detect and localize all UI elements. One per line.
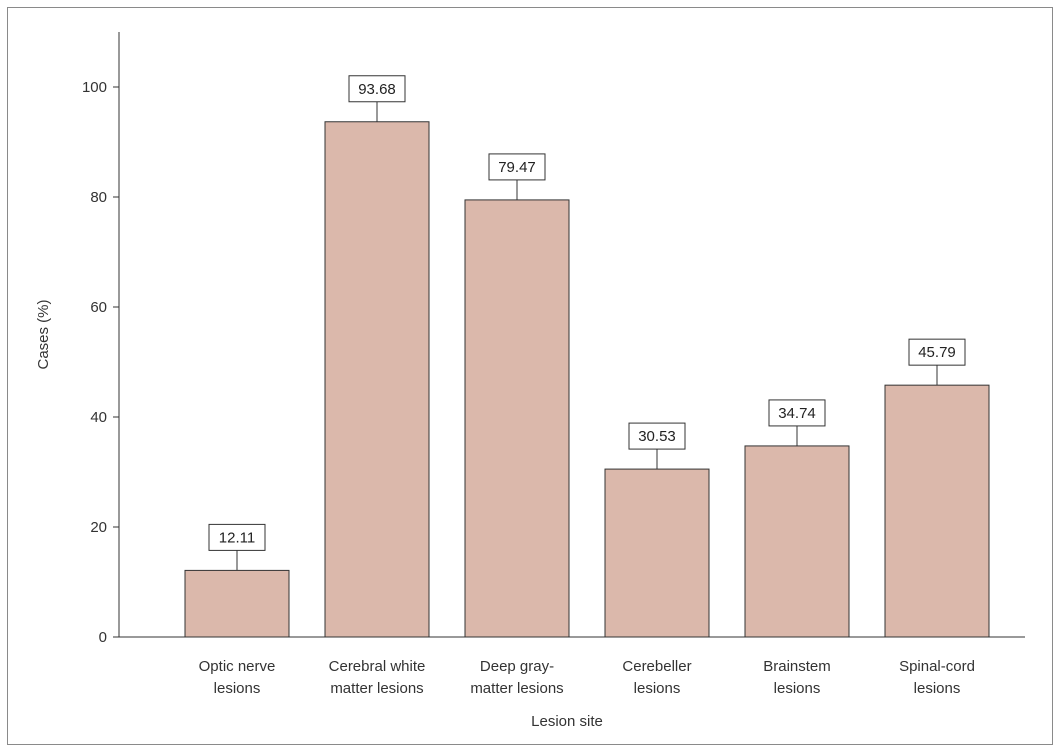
- bar-optic-nerve-lesions: [184, 569, 290, 638]
- data-label-box: [768, 399, 826, 427]
- bar-spinal-cord-lesions: [884, 384, 990, 638]
- y-tick-label: 20: [90, 519, 107, 536]
- data-labels: 12.11 93.68 79.47 30.53 34.74 45.79: [208, 75, 966, 571]
- data-label: 34.74: [778, 405, 816, 422]
- data-label: 12.11: [219, 529, 255, 546]
- x-category-label: lesions: [214, 680, 261, 697]
- data-label-box: [348, 75, 406, 103]
- x-category-label: Cerebral white: [329, 658, 426, 675]
- x-category-labels: Optic nerve lesions Cerebral white matter l…: [199, 658, 975, 697]
- data-label-box: [628, 422, 686, 450]
- data-label-box: [908, 338, 966, 366]
- data-label-box: [488, 153, 546, 181]
- x-axis-title: Lesion site: [531, 713, 603, 730]
- data-label: 30.53: [638, 428, 676, 445]
- bars: [184, 121, 990, 638]
- y-tick-label: 100: [82, 79, 107, 96]
- bar-brainstem-lesions: [744, 445, 850, 638]
- data-label: 79.47: [498, 159, 536, 176]
- x-category-label: lesions: [774, 680, 821, 697]
- x-category-label: Cerebeller: [622, 658, 691, 675]
- bar-cerebral-white-matter-lesions: [324, 121, 430, 638]
- data-label: 93.68: [358, 81, 396, 98]
- y-axis-title: Cases (%): [35, 299, 52, 369]
- x-category-label: Spinal-cord: [899, 658, 975, 675]
- data-label-box: [208, 523, 266, 551]
- bar-deep-gray-matter-lesions: [464, 199, 570, 638]
- x-category-label: matter lesions: [330, 680, 423, 697]
- x-category-label: Deep gray-: [480, 658, 554, 675]
- y-tick-label: 40: [90, 409, 107, 426]
- x-category-label: matter lesions: [470, 680, 563, 697]
- y-tick-label: 60: [90, 299, 107, 316]
- x-category-label: lesions: [634, 680, 681, 697]
- y-tick-label: 80: [90, 189, 107, 206]
- bar-cerebeller-lesions: [604, 468, 710, 638]
- x-category-label: lesions: [914, 680, 961, 697]
- data-label: 45.79: [918, 344, 956, 361]
- y-tick-label: 0: [99, 629, 107, 646]
- x-category-label: Brainstem: [763, 658, 831, 675]
- chart-frame: [7, 7, 1053, 745]
- y-ticks: 0 20 40 60 80 100: [82, 79, 119, 646]
- x-category-label: Optic nerve: [199, 658, 276, 675]
